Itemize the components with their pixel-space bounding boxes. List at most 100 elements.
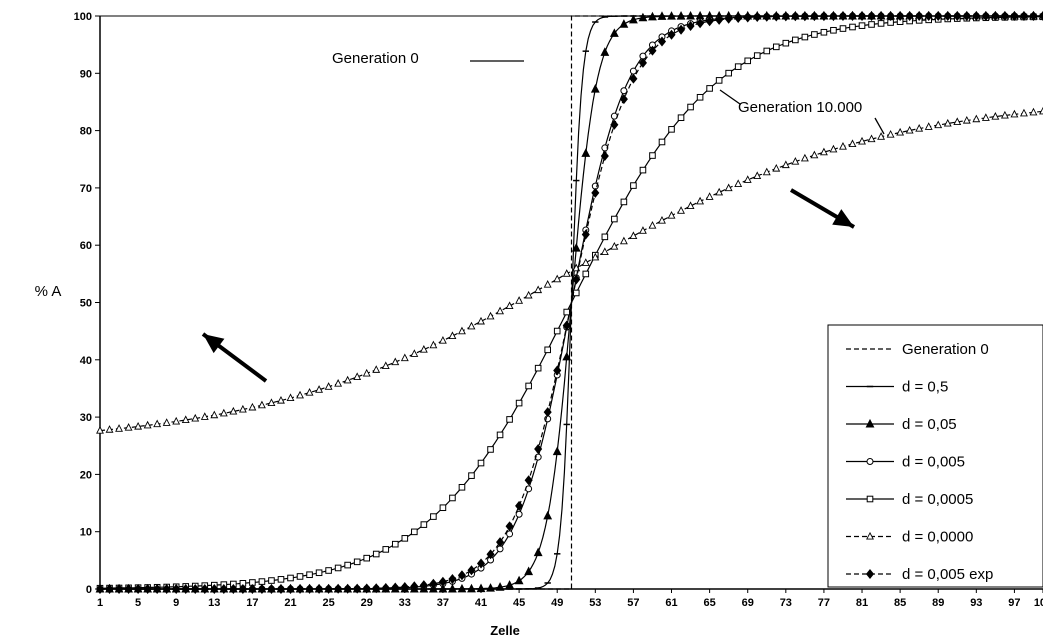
data-point: [676, 10, 686, 20]
data-point: [676, 24, 686, 35]
data-point: [896, 127, 905, 136]
series-line: [100, 15, 1043, 590]
data-point: [734, 63, 742, 70]
data-point: [800, 153, 809, 162]
series-5: [96, 106, 1043, 434]
data-point: [534, 453, 542, 461]
data-point: [581, 148, 591, 157]
x-tick-label: 61: [665, 597, 677, 609]
data-point: [477, 459, 485, 467]
data-point: [829, 144, 838, 153]
data-point: [267, 583, 276, 594]
data-point: [571, 242, 581, 252]
data-point: [609, 28, 619, 37]
annotation-leader: [874, 117, 885, 135]
data-point: [124, 423, 133, 431]
data-point: [534, 443, 543, 454]
data-point: [172, 584, 181, 594]
data-point: [486, 583, 495, 592]
data-point: [315, 385, 324, 393]
data-point: [1039, 106, 1043, 115]
legend: Generation 0 d = 0,5 d = 0,05 d = 0,005 d = …: [827, 324, 1043, 588]
data-point: [458, 326, 466, 335]
data-point: [858, 22, 866, 29]
x-tick-label: 25: [322, 597, 334, 609]
series-6: [95, 11, 1043, 594]
data-point: [438, 583, 448, 593]
data-point: [315, 583, 324, 594]
data-point: [667, 11, 676, 20]
data-point: [628, 14, 638, 24]
data-point: [325, 567, 332, 574]
y-tick-label: 100: [74, 11, 92, 23]
data-point: [1019, 11, 1028, 21]
data-point: [619, 94, 628, 105]
x-tick-label: 65: [703, 597, 715, 609]
data-point: [1029, 11, 1038, 21]
data-point: [800, 11, 809, 22]
annotation-layer: Generation 0 Generation 10.000: [201, 50, 885, 383]
data-point: [238, 583, 247, 594]
data-point: [553, 274, 562, 283]
data-point: [563, 308, 571, 316]
data-point: [362, 583, 371, 594]
data-point: [277, 576, 285, 583]
data-point: [590, 83, 600, 93]
y-tick-label: 10: [80, 527, 92, 539]
data-point: [515, 500, 524, 511]
data-point: [524, 475, 533, 486]
data-point: [630, 182, 637, 189]
x-tick-label: 73: [780, 597, 792, 609]
data-point: [1020, 108, 1028, 117]
legend-marker: [865, 569, 875, 579]
data-point: [886, 11, 895, 22]
data-point: [763, 47, 771, 55]
data-point: [411, 528, 418, 536]
data-point: [524, 566, 534, 576]
data-point: [792, 36, 799, 44]
data-point: [448, 331, 457, 340]
data-point: [600, 47, 610, 56]
data-point: [1010, 11, 1019, 21]
data-point: [324, 382, 333, 390]
y-tick-label: 50: [80, 298, 92, 310]
data-point: [572, 289, 580, 297]
data-point: [391, 540, 399, 548]
arrow-left-head: [203, 334, 225, 354]
data-point: [905, 125, 914, 134]
data-point: [287, 574, 294, 582]
data-point: [543, 280, 552, 288]
x-tick-label: 9: [173, 597, 179, 609]
data-point: [438, 336, 447, 344]
x-tick-label: 81: [856, 597, 868, 609]
data-point: [334, 564, 342, 572]
data-point: [391, 582, 400, 593]
data-point: [648, 11, 657, 21]
data-point: [524, 290, 533, 299]
data-point: [781, 11, 790, 22]
legend-label: d = 0,05: [902, 416, 957, 433]
data-point: [401, 535, 409, 542]
data-point: [219, 408, 228, 417]
legend-label: Generation 0: [902, 341, 989, 358]
data-point: [610, 241, 619, 250]
data-point: [248, 402, 257, 411]
data-point: [248, 583, 257, 594]
data-point: [591, 187, 600, 198]
legend-label: d = 0,005: [902, 454, 965, 471]
data-point: [915, 124, 924, 132]
data-point: [267, 398, 276, 406]
data-point: [762, 167, 771, 176]
data-point: [410, 581, 419, 592]
data-point: [868, 21, 875, 28]
data-point: [505, 521, 514, 532]
data-point: [238, 404, 247, 413]
data-point: [991, 11, 1000, 21]
legend-marker: [866, 531, 874, 540]
x-tick-label: 5: [135, 597, 141, 609]
data-point: [629, 73, 638, 84]
data-point: [705, 16, 714, 27]
data-point: [381, 361, 390, 370]
data-point: [620, 87, 628, 95]
data-point: [191, 413, 200, 422]
